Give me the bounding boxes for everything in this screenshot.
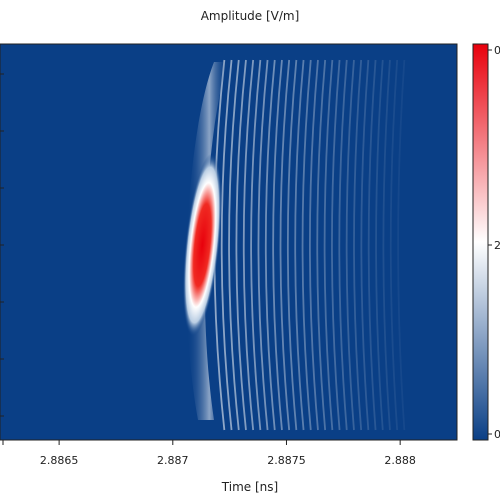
fringe-line [264, 59, 276, 431]
colorbar [472, 43, 489, 441]
colorbar-tick-label: 0 [494, 44, 500, 57]
plot-frame [0, 43, 458, 441]
fringe-line [286, 59, 298, 431]
fringe-line [353, 59, 363, 431]
fringe-line [228, 59, 240, 431]
fringe-line [220, 59, 233, 431]
x-tick-label: 2.888 [384, 454, 416, 467]
fringe-line [235, 59, 247, 431]
colorbar-tick-label: 2 [494, 239, 500, 252]
fringe-line [250, 59, 262, 431]
fringe-group [213, 59, 406, 431]
fringe-line [397, 59, 406, 431]
colorbar-tick-label: 0 [494, 428, 500, 441]
fringe-line [375, 59, 384, 431]
x-tick-label: 2.8875 [267, 454, 306, 467]
fringe-line [242, 59, 255, 431]
fringe-line [360, 59, 370, 431]
pulse-peak [182, 153, 222, 337]
x-tick-label: 2.8865 [40, 454, 79, 467]
fringe-line [331, 59, 341, 431]
fringe-line [382, 59, 391, 431]
y-axis-ticks [0, 73, 4, 417]
fringe-line [279, 59, 291, 431]
x-tick-label: 2.887 [157, 454, 189, 467]
fringe-line [309, 59, 319, 431]
colorbar-axis: 0 2 0 [488, 44, 500, 441]
x-axis-label: Time [ns] [221, 480, 279, 494]
fringe-line [316, 59, 327, 431]
heatmap-layer [182, 59, 406, 431]
fringe-line [389, 59, 399, 431]
fringe-line [257, 59, 269, 431]
chart-title: Amplitude [V/m] [200, 9, 300, 23]
x-axis: 2.8865 2.887 2.8875 2.888 [2, 440, 416, 467]
fringe-line [323, 59, 334, 431]
fringe-line [338, 59, 348, 431]
fringe-line [367, 59, 377, 431]
fringe-line [272, 59, 283, 431]
fringe-line [345, 59, 355, 431]
fringe-line [294, 59, 305, 431]
fringe-line [301, 59, 312, 431]
